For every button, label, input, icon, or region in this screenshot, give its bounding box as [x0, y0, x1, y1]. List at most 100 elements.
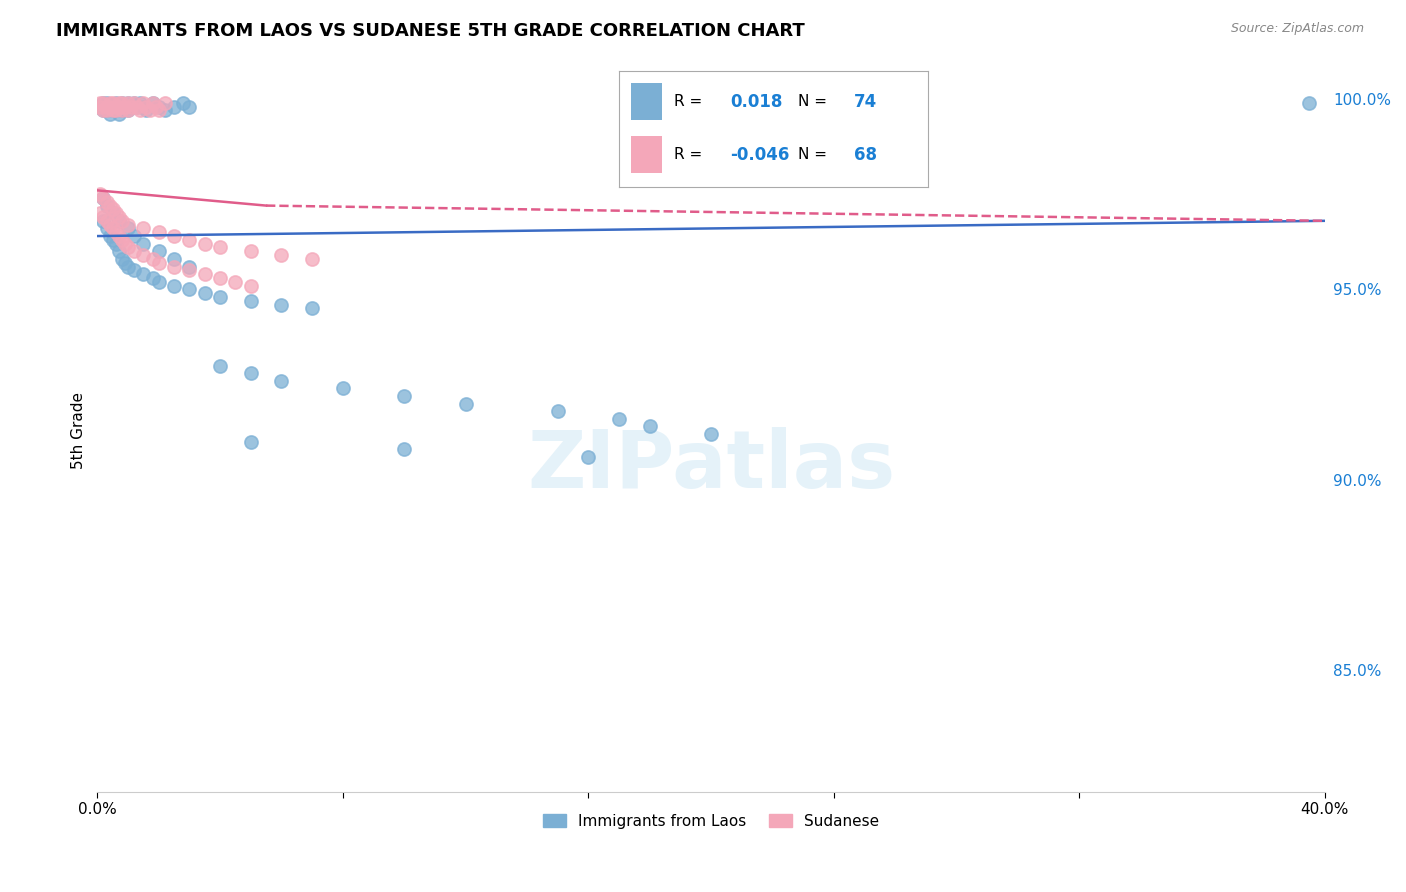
- Point: [98, 100, 121, 114]
- Point: [89, 187, 111, 202]
- Point: [93, 210, 115, 224]
- Point: [93, 95, 115, 110]
- Point: [239, 293, 262, 308]
- Point: [117, 240, 139, 254]
- Point: [239, 244, 262, 259]
- Point: [96, 221, 118, 235]
- Point: [96, 100, 118, 114]
- Point: [209, 290, 232, 304]
- Point: [98, 198, 121, 212]
- Point: [194, 267, 217, 281]
- Point: [209, 240, 232, 254]
- Point: [120, 100, 142, 114]
- Text: Source: ZipAtlas.com: Source: ZipAtlas.com: [1230, 22, 1364, 36]
- Point: [104, 236, 127, 251]
- Point: [239, 366, 262, 380]
- Point: [129, 103, 152, 118]
- Point: [108, 107, 131, 121]
- Point: [392, 442, 415, 457]
- Point: [638, 419, 661, 434]
- Point: [120, 100, 142, 114]
- Point: [111, 214, 134, 228]
- Point: [129, 95, 152, 110]
- Point: [122, 229, 145, 244]
- Point: [132, 267, 155, 281]
- Point: [108, 210, 131, 224]
- Point: [98, 100, 121, 114]
- Text: 74: 74: [853, 93, 877, 111]
- Text: N =: N =: [799, 147, 832, 162]
- Point: [96, 198, 118, 212]
- Point: [96, 95, 118, 110]
- Point: [104, 100, 127, 114]
- Point: [117, 95, 139, 110]
- Point: [132, 236, 155, 251]
- Point: [93, 103, 115, 118]
- Point: [576, 450, 599, 464]
- Point: [108, 95, 131, 110]
- Point: [454, 396, 477, 410]
- Point: [145, 100, 167, 114]
- Point: [96, 103, 118, 118]
- Point: [127, 100, 149, 114]
- Point: [98, 229, 121, 244]
- Point: [101, 103, 124, 118]
- Text: 68: 68: [853, 146, 877, 164]
- Point: [89, 100, 111, 114]
- Point: [101, 206, 124, 220]
- Point: [108, 100, 131, 114]
- Point: [104, 225, 127, 239]
- Point: [122, 244, 145, 259]
- Point: [179, 282, 201, 296]
- Point: [209, 359, 232, 373]
- Point: [127, 100, 149, 114]
- Point: [332, 381, 354, 395]
- Point: [96, 214, 118, 228]
- Point: [111, 95, 134, 110]
- Point: [135, 103, 157, 118]
- Point: [93, 214, 115, 228]
- Point: [101, 221, 124, 235]
- Point: [108, 214, 131, 228]
- Point: [98, 107, 121, 121]
- Point: [98, 218, 121, 232]
- Point: [93, 103, 115, 118]
- Point: [108, 100, 131, 114]
- Point: [89, 95, 111, 110]
- Text: N =: N =: [799, 94, 832, 109]
- Point: [101, 103, 124, 118]
- Point: [122, 263, 145, 277]
- Point: [93, 191, 115, 205]
- Point: [142, 95, 165, 110]
- Point: [148, 225, 170, 239]
- FancyBboxPatch shape: [631, 83, 662, 120]
- Point: [132, 248, 155, 262]
- Point: [132, 95, 155, 110]
- Point: [700, 427, 723, 442]
- Point: [392, 389, 415, 403]
- Point: [108, 244, 131, 259]
- Point: [117, 218, 139, 232]
- Point: [163, 278, 186, 293]
- Text: -0.046: -0.046: [730, 146, 789, 164]
- Point: [163, 260, 186, 274]
- Point: [117, 103, 139, 118]
- Text: R =: R =: [675, 147, 707, 162]
- Point: [101, 95, 124, 110]
- Point: [114, 100, 136, 114]
- Text: R =: R =: [675, 94, 707, 109]
- Point: [148, 256, 170, 270]
- Point: [142, 252, 165, 266]
- Point: [117, 221, 139, 235]
- Point: [607, 412, 630, 426]
- Point: [111, 252, 134, 266]
- Point: [224, 275, 246, 289]
- Text: ZIPatlas: ZIPatlas: [527, 427, 896, 506]
- Point: [153, 95, 176, 110]
- Point: [101, 202, 124, 217]
- Point: [111, 103, 134, 118]
- Text: IMMIGRANTS FROM LAOS VS SUDANESE 5TH GRADE CORRELATION CHART: IMMIGRANTS FROM LAOS VS SUDANESE 5TH GRA…: [56, 22, 806, 40]
- Point: [239, 278, 262, 293]
- Point: [111, 95, 134, 110]
- Point: [111, 233, 134, 247]
